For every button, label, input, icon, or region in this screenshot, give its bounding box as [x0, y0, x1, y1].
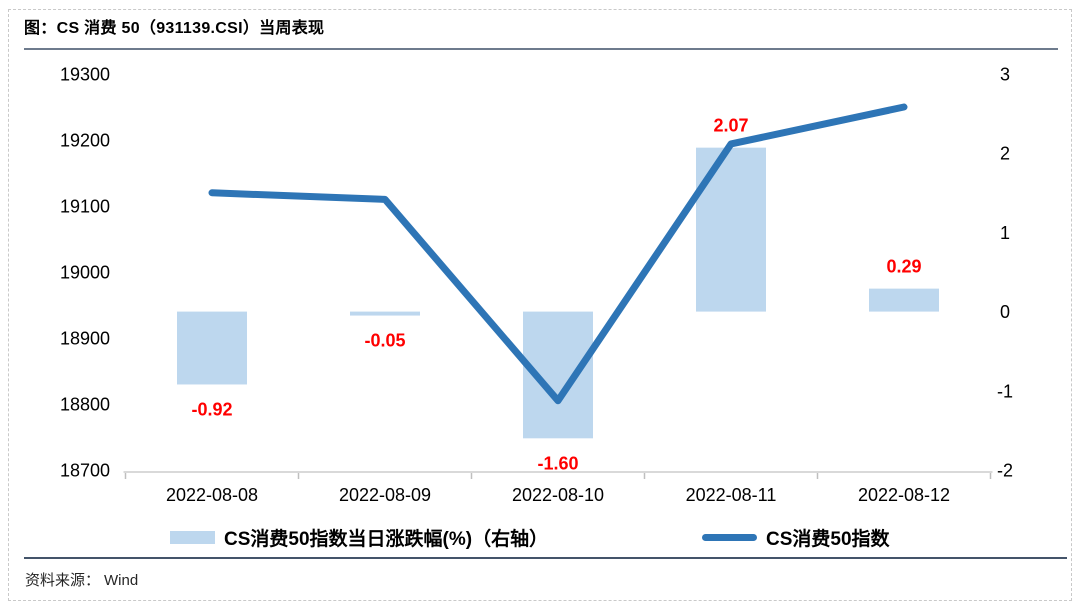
- title-separator: [24, 48, 1058, 50]
- bar-2022-08-08: [177, 311, 247, 385]
- right-axis-tick-label: 1: [1000, 223, 1010, 243]
- right-axis-tick-label: 0: [1000, 302, 1010, 322]
- bar-data-label: 0.29: [886, 257, 921, 277]
- legend-entry-line: CS消费50指数: [702, 523, 890, 551]
- source-label: 资料来源：: [25, 573, 101, 589]
- right-axis-tick-label: -2: [997, 461, 1013, 481]
- left-axis-tick-label: 19100: [60, 197, 110, 217]
- left-axis-tick-label: 19300: [60, 65, 110, 85]
- right-axis-tick-label: 3: [1000, 65, 1010, 85]
- legend-entry-bar: CS消费50指数当日涨跌幅(%)（右轴）: [170, 523, 548, 551]
- left-axis-tick-label: 18700: [60, 461, 110, 481]
- footer-separator: [24, 557, 1067, 559]
- legend-label-bar: CS消费50指数当日涨跌幅(%)（右轴）: [224, 528, 549, 550]
- source-note: 资料来源： Wind: [25, 569, 138, 590]
- bar-series-swatch: [170, 530, 215, 544]
- bar-data-label: -1.60: [537, 453, 578, 473]
- x-axis-category-label: 2022-08-12: [858, 485, 950, 505]
- line-series-swatch: [702, 533, 757, 541]
- left-axis-tick-label: 19000: [60, 263, 110, 283]
- bar-data-label: -0.92: [191, 399, 232, 419]
- x-axis-category-label: 2022-08-08: [166, 485, 258, 505]
- right-axis-tick-label: 2: [1000, 144, 1010, 164]
- right-axis-tick-label: -1: [997, 381, 1013, 401]
- bar-data-label: 2.07: [713, 116, 748, 136]
- legend-label-line: CS消费50指数: [766, 528, 890, 550]
- left-axis-tick-label: 19200: [60, 131, 110, 151]
- bar-data-label: -0.05: [364, 331, 405, 351]
- left-axis-tick-label: 18800: [60, 395, 110, 415]
- bar-2022-08-11: [696, 147, 766, 312]
- bar-2022-08-12: [869, 288, 939, 312]
- index-line: [208, 103, 908, 405]
- chart-title: 图：CS 消费 50（931139.CSI）当周表现: [24, 20, 325, 37]
- x-axis-category-label: 2022-08-11: [686, 485, 777, 505]
- left-axis-tick-label: 18900: [60, 329, 110, 349]
- x-axis-category-label: 2022-08-09: [339, 485, 431, 505]
- bar-2022-08-09: [350, 311, 420, 316]
- source-value: Wind: [104, 572, 139, 589]
- x-axis-category-label: 2022-08-10: [512, 485, 604, 505]
